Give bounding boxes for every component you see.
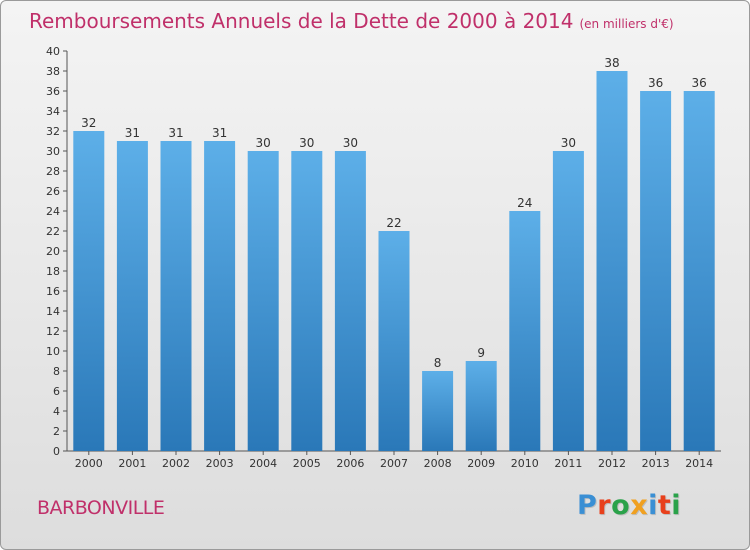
logo-letter: i bbox=[671, 490, 682, 521]
x-tick-label: 2006 bbox=[336, 457, 364, 470]
bar bbox=[640, 91, 672, 451]
x-tick-label: 2005 bbox=[293, 457, 321, 470]
y-tick-label: 22 bbox=[46, 225, 60, 238]
bar-value-label: 38 bbox=[604, 56, 619, 70]
bar bbox=[465, 361, 497, 451]
y-tick-label: 8 bbox=[53, 365, 60, 378]
x-tick-label: 2010 bbox=[511, 457, 539, 470]
logo-letter: P bbox=[577, 490, 598, 521]
x-tick-label: 2011 bbox=[554, 457, 582, 470]
bar-value-label: 30 bbox=[343, 136, 358, 150]
bar-value-label: 9 bbox=[477, 346, 485, 360]
y-tick-label: 16 bbox=[46, 285, 60, 298]
bar bbox=[247, 151, 279, 451]
bar bbox=[596, 71, 628, 451]
bar bbox=[378, 231, 410, 451]
x-tick-label: 2013 bbox=[642, 457, 670, 470]
logo-letter: x bbox=[630, 490, 649, 521]
y-tick-label: 6 bbox=[53, 385, 60, 398]
x-tick-label: 2004 bbox=[249, 457, 277, 470]
bar bbox=[334, 151, 366, 451]
x-tick-label: 2014 bbox=[685, 457, 713, 470]
bar bbox=[509, 211, 541, 451]
y-tick-label: 4 bbox=[53, 405, 60, 418]
bar bbox=[291, 151, 323, 451]
x-tick-label: 2000 bbox=[75, 457, 103, 470]
bar-value-label: 24 bbox=[517, 196, 532, 210]
bar-value-label: 30 bbox=[561, 136, 576, 150]
y-tick-label: 36 bbox=[46, 85, 60, 98]
x-tick-label: 2003 bbox=[206, 457, 234, 470]
y-tick-label: 2 bbox=[53, 425, 60, 438]
bar bbox=[422, 371, 454, 451]
bar-value-label: 30 bbox=[256, 136, 271, 150]
y-tick-label: 38 bbox=[46, 65, 60, 78]
x-tick-label: 2001 bbox=[118, 457, 146, 470]
logo-letter: r bbox=[597, 490, 612, 521]
x-tick-label: 2002 bbox=[162, 457, 190, 470]
logo-letter: i bbox=[648, 490, 658, 521]
proxiti-logo: Proxiti bbox=[577, 490, 681, 521]
bar-value-label: 32 bbox=[81, 116, 96, 130]
bar-value-label: 22 bbox=[386, 216, 401, 230]
x-tick-label: 2008 bbox=[424, 457, 452, 470]
logo-letter: t bbox=[657, 490, 672, 521]
y-tick-label: 14 bbox=[46, 305, 60, 318]
bar bbox=[116, 141, 148, 451]
commune-name: BARBONVILLE bbox=[37, 497, 165, 519]
bar bbox=[73, 131, 105, 451]
chart-subtitle: (en milliers d'€) bbox=[579, 17, 674, 31]
y-tick-label: 34 bbox=[46, 105, 60, 118]
y-tick-label: 26 bbox=[46, 185, 60, 198]
bar-value-label: 31 bbox=[168, 126, 183, 140]
y-tick-label: 20 bbox=[46, 245, 60, 258]
bar bbox=[204, 141, 236, 451]
bar-value-label: 30 bbox=[299, 136, 314, 150]
bar bbox=[683, 91, 715, 451]
logo-letter: o bbox=[611, 490, 631, 521]
y-tick-label: 30 bbox=[46, 145, 60, 158]
y-tick-label: 12 bbox=[46, 325, 60, 338]
chart-title-text: Remboursements Annuels de la Dette de 20… bbox=[29, 9, 574, 33]
y-tick-label: 40 bbox=[46, 45, 60, 58]
y-tick-label: 10 bbox=[46, 345, 60, 358]
chart-title: Remboursements Annuels de la Dette de 20… bbox=[29, 9, 674, 33]
x-tick-label: 2007 bbox=[380, 457, 408, 470]
bar-value-label: 36 bbox=[648, 76, 663, 90]
y-tick-label: 28 bbox=[46, 165, 60, 178]
x-tick-label: 2009 bbox=[467, 457, 495, 470]
bar-value-label: 31 bbox=[125, 126, 140, 140]
y-tick-label: 0 bbox=[53, 445, 60, 458]
bar-value-label: 8 bbox=[434, 356, 442, 370]
y-tick-label: 32 bbox=[46, 125, 60, 138]
x-tick-label: 2012 bbox=[598, 457, 626, 470]
bar-value-label: 31 bbox=[212, 126, 227, 140]
y-tick-label: 24 bbox=[46, 205, 60, 218]
bar bbox=[552, 151, 584, 451]
y-tick-label: 18 bbox=[46, 265, 60, 278]
bar bbox=[160, 141, 192, 451]
bar-value-label: 36 bbox=[692, 76, 707, 90]
